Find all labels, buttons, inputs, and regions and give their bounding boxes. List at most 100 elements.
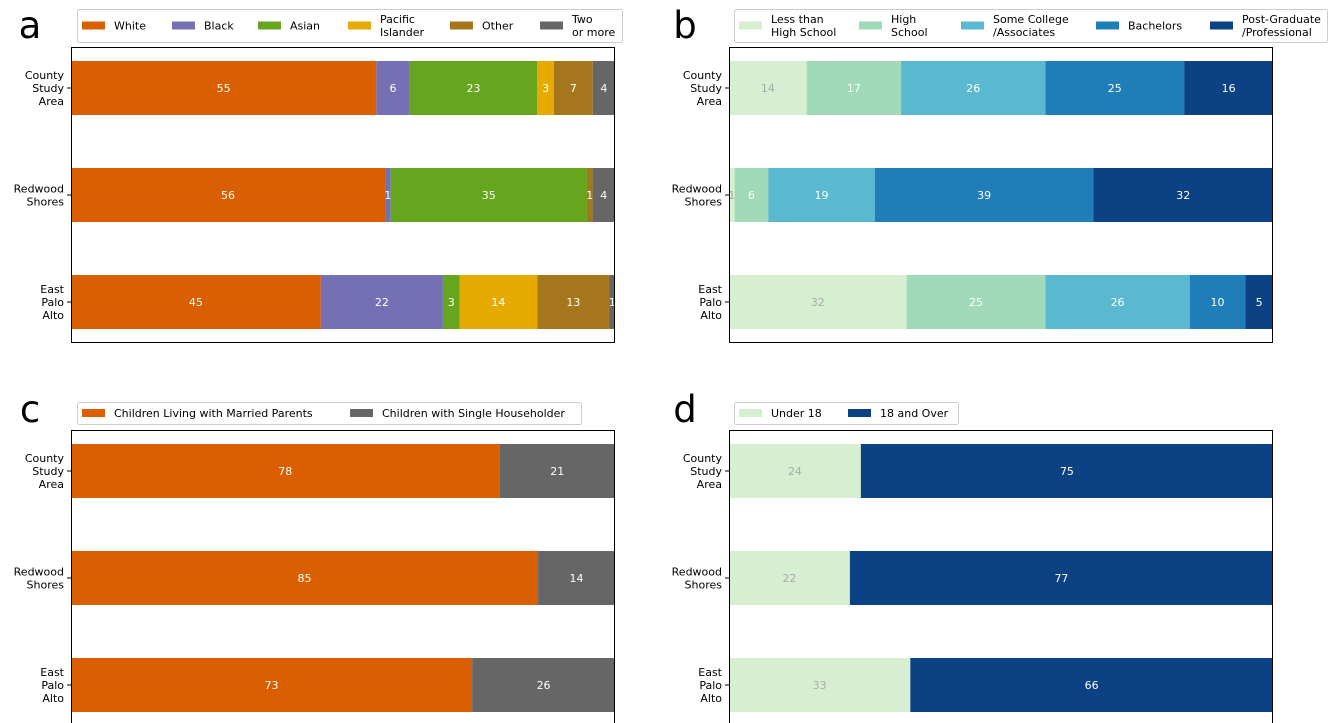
bar-value-label: 17 [847, 82, 861, 95]
category-label: East Palo Alto [40, 283, 64, 322]
bar-value-label: 66 [1085, 679, 1099, 692]
bar-value-label: 19 [815, 189, 829, 202]
legend-label: High School [891, 13, 928, 39]
category-label: East Palo Alto [40, 666, 64, 705]
bar-value-label: 55 [217, 82, 231, 95]
bar-value-label: 7 [570, 82, 577, 95]
category-label: County Study Area [25, 452, 65, 491]
bar-value-label: 1 [586, 189, 593, 202]
bar-segment [1045, 61, 1185, 115]
bar-segment [901, 61, 1046, 115]
legend-swatch [82, 409, 105, 417]
bar-segment [1184, 61, 1273, 115]
bar-segment [320, 275, 443, 329]
axes-frame [729, 430, 1273, 723]
legend-label: Post-Graduate/Professional [1242, 13, 1321, 39]
bar-value-label: 22 [782, 572, 796, 585]
bar-segment [499, 444, 615, 498]
bar-value-label: 5 [1256, 296, 1263, 309]
bar-segment [768, 168, 875, 222]
bar-value-label: 4 [600, 82, 607, 95]
panel-letter: a [19, 4, 42, 47]
bar-value-label: 4 [600, 189, 607, 202]
bar-value-label: 14 [491, 296, 505, 309]
legend-label: Children with Single Householder [382, 407, 565, 420]
bar-value-label: 39 [977, 189, 991, 202]
category-label: Redwood Shores [672, 183, 723, 209]
bar-value-label: 26 [1111, 296, 1125, 309]
legend-box [734, 402, 959, 425]
legend-label: Some College/Associates [993, 13, 1069, 39]
bar-value-label: 13 [566, 296, 580, 309]
bar-value-label: 26 [537, 679, 551, 692]
bar-segment [849, 551, 1273, 605]
bar-value-label: 32 [811, 296, 825, 309]
legend-swatch [961, 21, 984, 30]
bar-value-label: 25 [1108, 82, 1122, 95]
legend-swatch [172, 21, 195, 30]
category-label: County Study Area [25, 69, 65, 108]
panel-letter: d [673, 388, 697, 431]
bar-segment [538, 551, 615, 605]
bar-value-label: 6 [389, 82, 396, 95]
bar-segment [376, 61, 410, 115]
category-label: Redwood Shores [14, 566, 65, 592]
category-label: County Study Area [683, 452, 723, 491]
bar-segment [537, 61, 554, 115]
bar-value-label: 14 [570, 572, 584, 585]
legend-label: Two or more [571, 13, 615, 39]
bar-segment [874, 168, 1094, 222]
axes-frame [71, 47, 615, 343]
bar-segment [609, 275, 615, 329]
bar-segment [1045, 275, 1190, 329]
bar-segment [1093, 168, 1273, 222]
bar-segment [472, 658, 615, 712]
bar-segment [71, 658, 473, 712]
bar-segment [537, 275, 610, 329]
legend-swatch [450, 21, 473, 30]
bar-segment [592, 61, 615, 115]
bar-value-label: 16 [1222, 82, 1236, 95]
legend-swatch [348, 21, 371, 30]
bar-segment [385, 168, 391, 222]
bar-value-label: 33 [813, 679, 827, 692]
bar-value-label: 1 [609, 296, 616, 309]
legend-label: Under 18 [771, 407, 822, 420]
bar-value-label: 22 [375, 296, 389, 309]
bar-segment [459, 275, 538, 329]
category-label: East Palo Alto [698, 283, 722, 322]
bar-value-label: 3 [542, 82, 549, 95]
category-label: Redwood Shores [14, 183, 65, 209]
legend-label: Black [204, 20, 234, 33]
legend-label: Children Living with Married Parents [114, 407, 313, 420]
legend-swatch [258, 21, 281, 30]
bar-value-label: 14 [761, 82, 775, 95]
bar-segment [729, 61, 807, 115]
panel-letter: b [673, 4, 697, 47]
bar-segment [729, 658, 911, 712]
bar-segment [729, 168, 735, 222]
bar-segment [729, 551, 850, 605]
bar-segment [586, 168, 593, 222]
legend-swatch [540, 21, 563, 30]
legend-label: White [114, 20, 146, 33]
bar-segment [71, 551, 539, 605]
bar-segment [553, 61, 593, 115]
bar-value-label: 32 [1176, 189, 1190, 202]
bar-segment [806, 61, 902, 115]
bar-segment [442, 275, 460, 329]
bar-value-label: 56 [221, 189, 235, 202]
bar-segment [729, 275, 907, 329]
bar-segment [734, 168, 769, 222]
bar-segment [910, 658, 1273, 712]
legend-swatch [82, 21, 105, 30]
panel-letter: c [20, 388, 40, 431]
bar-segment [71, 168, 386, 222]
legend-label: 18 and Over [880, 407, 949, 420]
legend-swatch [1096, 21, 1119, 30]
legend-swatch [848, 409, 871, 417]
legend-swatch [859, 21, 882, 30]
legend-box [77, 402, 582, 425]
bar-value-label: 1 [728, 189, 735, 202]
